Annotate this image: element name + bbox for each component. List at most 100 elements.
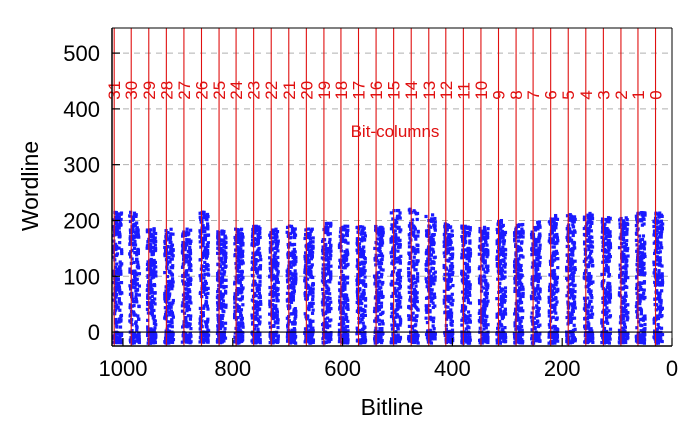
- data-point: [484, 336, 488, 340]
- data-point: [171, 337, 176, 342]
- data-point: [310, 246, 314, 250]
- data-point: [502, 276, 506, 280]
- data-point: [343, 287, 347, 291]
- data-point: [224, 245, 228, 250]
- data-point: [254, 294, 258, 298]
- data-point: [502, 300, 507, 304]
- data-point: [503, 233, 507, 237]
- data-point: [186, 334, 190, 338]
- data-point: [520, 240, 524, 244]
- data-point: [146, 274, 150, 278]
- data-point: [394, 299, 398, 303]
- data-point: [442, 232, 446, 236]
- data-point: [220, 340, 224, 344]
- data-point: [500, 301, 504, 305]
- data-point: [343, 293, 347, 297]
- data-point: [250, 260, 254, 264]
- data-point: [233, 340, 237, 344]
- data-point: [519, 248, 524, 252]
- data-point: [373, 306, 377, 310]
- data-point: [134, 257, 139, 262]
- data-point: [521, 222, 525, 227]
- data-point: [307, 290, 311, 294]
- data-point: [274, 321, 278, 325]
- data-point: [129, 231, 133, 235]
- data-point: [149, 247, 153, 251]
- data-point: [223, 240, 227, 244]
- data-point: [486, 340, 490, 345]
- data-point: [356, 296, 360, 300]
- data-point: [324, 221, 329, 226]
- data-point: [307, 260, 311, 264]
- data-point: [271, 340, 275, 345]
- data-point: [116, 284, 120, 288]
- data-point: [241, 235, 245, 239]
- data-point: [219, 242, 224, 246]
- data-point: [407, 324, 412, 329]
- data-point: [253, 303, 257, 307]
- data-point: [256, 234, 260, 238]
- data-point: [206, 244, 210, 248]
- data-point: [233, 295, 237, 299]
- data-point: [202, 306, 206, 310]
- data-point: [137, 340, 141, 345]
- data-point: [484, 304, 489, 308]
- data-point: [380, 295, 384, 300]
- data-point: [218, 265, 223, 269]
- data-point: [500, 268, 505, 273]
- data-point: [237, 237, 241, 241]
- data-point: [337, 281, 342, 285]
- data-point: [128, 270, 132, 274]
- data-point: [342, 234, 346, 238]
- data-point: [235, 309, 239, 313]
- data-point: [169, 252, 173, 256]
- data-point: [412, 230, 416, 234]
- data-point: [285, 274, 289, 278]
- data-point: [517, 257, 521, 261]
- data-point: [392, 224, 396, 228]
- data-point: [129, 210, 133, 214]
- data-point: [136, 266, 141, 270]
- data-point: [343, 266, 347, 270]
- data-point: [515, 337, 519, 341]
- data-point: [170, 243, 175, 247]
- data-point: [239, 247, 243, 251]
- data-point: [145, 307, 150, 311]
- data-point: [513, 258, 517, 262]
- data-point: [468, 228, 472, 232]
- data-point: [149, 327, 153, 331]
- data-point: [516, 239, 520, 243]
- data-point: [538, 261, 542, 265]
- data-point: [358, 261, 362, 265]
- data-point: [468, 335, 472, 339]
- data-point: [290, 226, 294, 230]
- data-point: [398, 284, 403, 288]
- data-point: [433, 224, 437, 228]
- data-point: [341, 266, 345, 270]
- data-point: [460, 340, 464, 345]
- data-point: [133, 313, 138, 317]
- data-point: [397, 274, 401, 278]
- data-point: [392, 236, 396, 240]
- data-point: [216, 231, 221, 235]
- data-point: [446, 223, 451, 228]
- data-point: [482, 304, 486, 309]
- data-point: [463, 261, 467, 265]
- data-point: [165, 262, 170, 266]
- data-point: [131, 338, 135, 343]
- data-point: [447, 275, 451, 279]
- data-point: [393, 291, 398, 295]
- data-point: [398, 321, 403, 325]
- data-point: [270, 314, 275, 318]
- data-point: [273, 234, 277, 239]
- data-point: [537, 239, 541, 243]
- data-point: [463, 307, 467, 311]
- data-point: [186, 233, 190, 237]
- data-point: [396, 277, 401, 281]
- data-point: [286, 252, 290, 256]
- data-point: [425, 285, 429, 289]
- data-point: [289, 312, 293, 316]
- data-point: [393, 257, 398, 261]
- data-point: [538, 297, 542, 301]
- data-point: [325, 231, 330, 235]
